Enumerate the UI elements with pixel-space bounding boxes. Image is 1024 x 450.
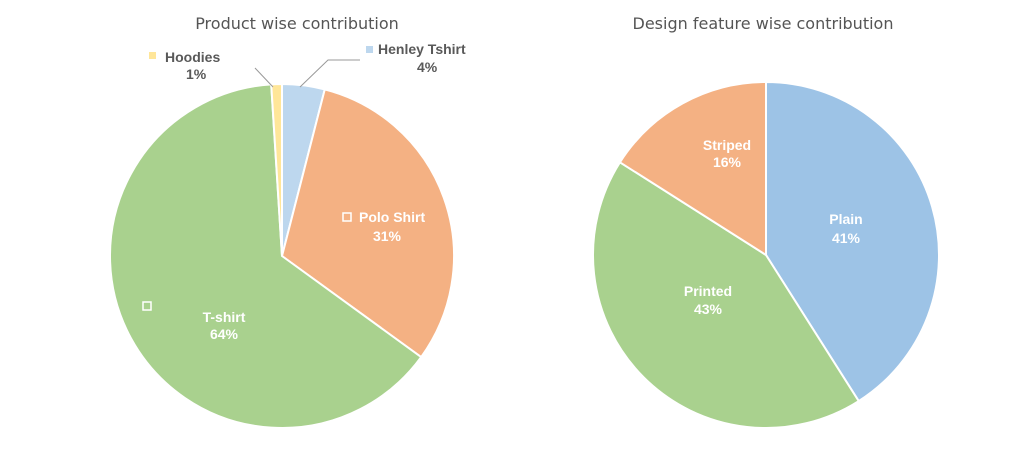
tshirt-marker [142,301,152,311]
product-pie-chart: Product wise contribution Henley Tshirt … [108,14,466,430]
slice-label-value: 4% [417,59,438,75]
pie-slice-striped [618,80,767,257]
pie-slice-hoodies [270,82,283,257]
slice-label-name: Striped [703,137,751,153]
slice-label-name: Printed [684,283,732,299]
slice-label-name: Hoodies [165,49,220,65]
slice-label-value: 16% [713,154,742,170]
hoodies-leader-line [254,67,274,88]
henley-leader-line [299,59,360,88]
slice-label-name: T-shirt [203,309,246,325]
hoodies-legend-marker [149,52,156,59]
slice-label-name: Plain [829,211,862,227]
design-pie-chart: Design feature wise contribution Plain 4… [591,14,941,430]
slice-label-value: 64% [210,326,239,342]
slice-label-name: Polo Shirt [359,209,425,225]
chart-title: Product wise contribution [195,14,399,33]
slice-label-value: 1% [186,66,207,82]
pie-slice-t-shirt [108,83,423,430]
slice-label-value: 41% [832,230,861,246]
pie-slice-polo-shirt [280,88,456,359]
slice-label-value: 31% [373,228,402,244]
slice-label-value: 43% [694,301,723,317]
henley-legend-marker [366,46,373,53]
polo-marker [342,212,352,222]
chart-title: Design feature wise contribution [633,14,894,33]
pie-slice-printed [591,160,861,430]
slice-label-name: Henley Tshirt [378,41,466,57]
